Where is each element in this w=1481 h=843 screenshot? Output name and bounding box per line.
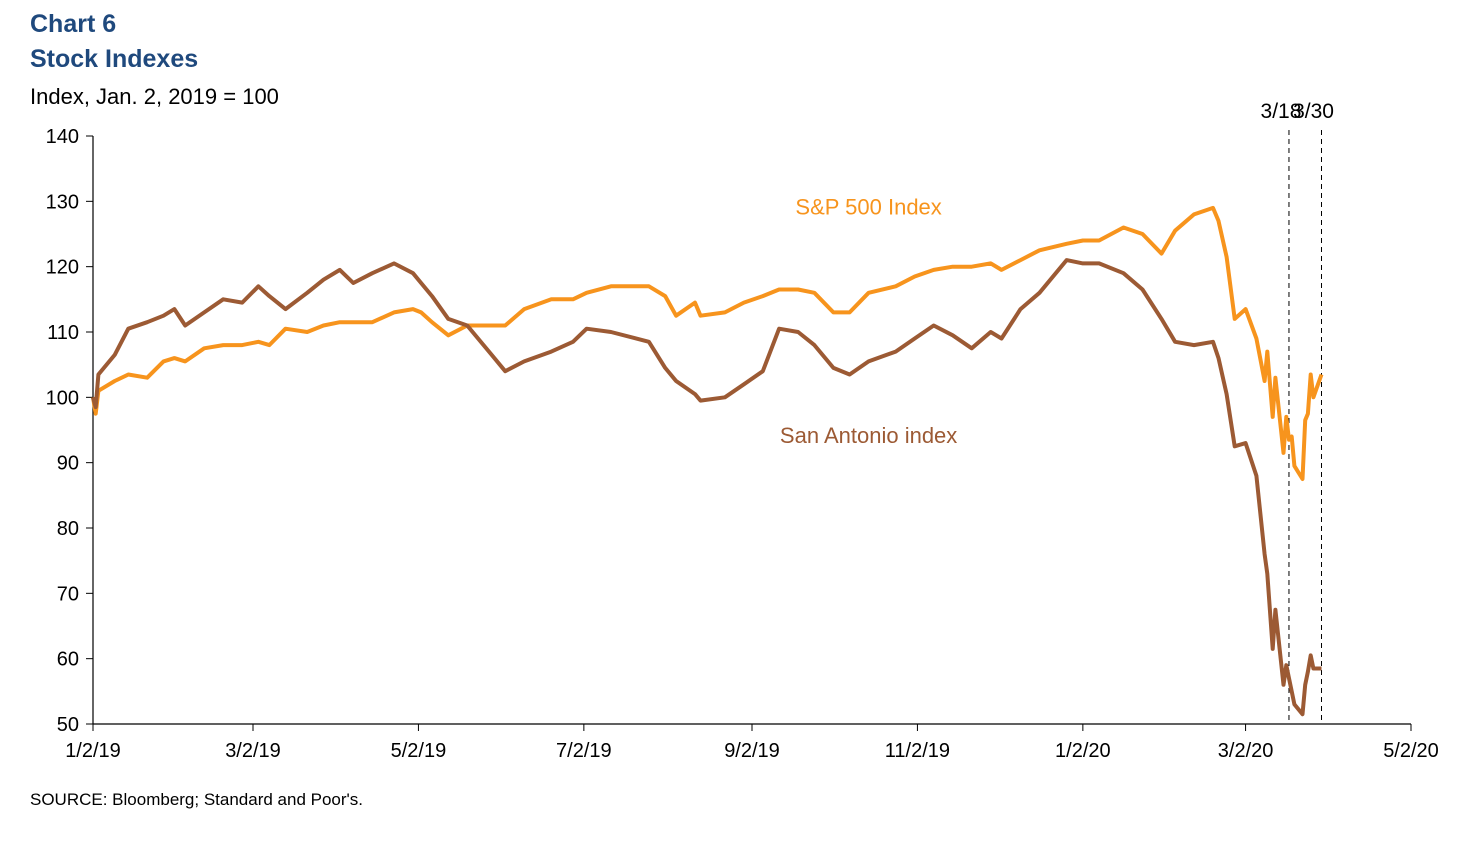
y-tick-label: 80 [57, 518, 79, 540]
source-note: SOURCE: Bloomberg; Standard and Poor's. [30, 790, 364, 809]
y-axis-unit-label: Index, Jan. 2, 2019 = 100 [30, 84, 279, 109]
sp500-line [91, 205, 1324, 481]
y-tick-label: 100 [46, 387, 79, 409]
annotation-label: 3/30 [1293, 100, 1334, 123]
san-antonio-label: San Antonio index [780, 423, 957, 448]
x-tick-label: 7/2/19 [556, 740, 612, 762]
x-tick-label: 3/2/20 [1218, 740, 1274, 762]
x-tick-label: 9/2/19 [724, 740, 780, 762]
x-tick-label: 5/2/19 [391, 740, 447, 762]
annotation-label: 3/18 [1261, 100, 1302, 123]
series-labels: S&P 500 Index San Antonio index [780, 194, 957, 448]
x-tick-label: 11/2/19 [885, 740, 950, 762]
y-tick-label: 90 [57, 453, 79, 475]
chart-title: Stock Indexes [30, 45, 199, 73]
x-tick-label: 1/2/20 [1055, 740, 1111, 762]
y-tick-label: 70 [57, 583, 79, 605]
y-tick-label: 110 [47, 322, 79, 344]
y-tick-label: 140 [46, 126, 79, 148]
sp500-label: S&P 500 Index [795, 194, 941, 219]
y-tick-label: 120 [46, 257, 79, 279]
x-tick-label: 5/2/20 [1383, 740, 1439, 762]
san-antonio-line [91, 258, 1322, 717]
chart-number: Chart 6 [30, 10, 117, 38]
x-tick-label: 3/2/19 [225, 740, 281, 762]
y-tick-label: 130 [46, 191, 79, 213]
x-tick-label: 1/2/19 [65, 740, 121, 762]
series-lines [91, 205, 1324, 717]
y-tick-label: 60 [57, 649, 79, 671]
axes: 50 60 70 80 90 100 110 120 130 140 1/2/19 3/2/19 5/2… [46, 126, 1439, 762]
y-tick-label: 50 [57, 714, 79, 736]
